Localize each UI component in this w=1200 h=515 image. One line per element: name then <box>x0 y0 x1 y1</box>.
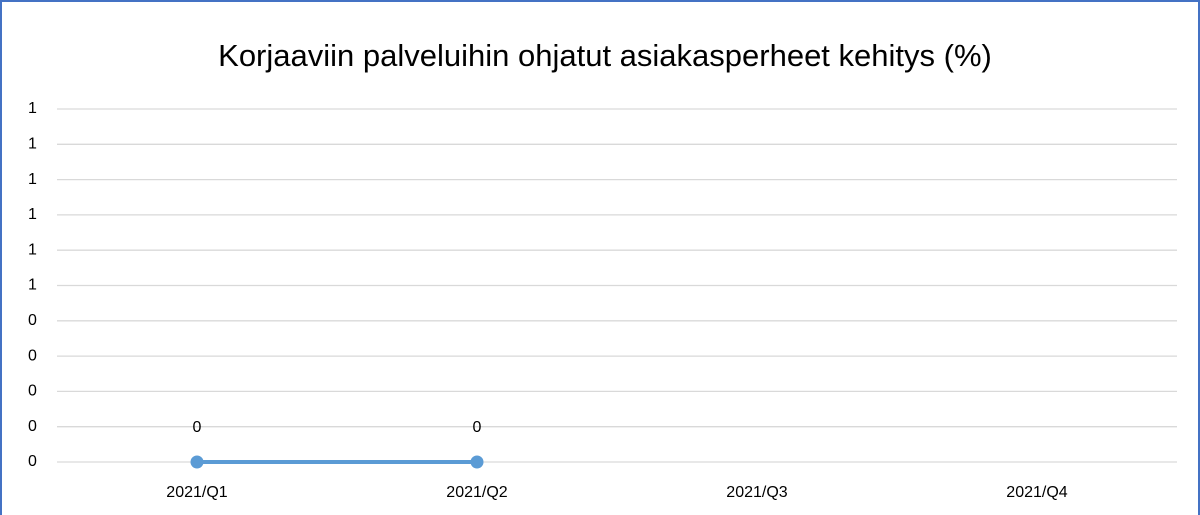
y-tick-label: 0 <box>28 383 37 400</box>
y-tick-label: 1 <box>28 100 37 117</box>
y-tick-label: 0 <box>28 347 37 364</box>
data-label: 0 <box>193 419 202 436</box>
x-tick-label: 2021/Q4 <box>1006 484 1067 501</box>
data-point <box>190 455 204 469</box>
y-tick-label: 1 <box>28 136 37 153</box>
y-tick-label: 0 <box>28 418 37 435</box>
y-tick-label: 0 <box>28 312 37 329</box>
y-tick-label: 1 <box>28 241 37 258</box>
data-point <box>470 455 484 469</box>
chart-title: Korjaaviin palveluihin ohjatut asiakaspe… <box>218 38 992 73</box>
y-tick-label: 1 <box>28 206 37 223</box>
y-tick-label: 0 <box>28 453 37 470</box>
data-label: 0 <box>473 419 482 436</box>
y-tick-label: 1 <box>28 277 37 294</box>
x-tick-label: 2021/Q2 <box>446 484 507 501</box>
x-tick-label: 2021/Q3 <box>726 484 787 501</box>
x-tick-label: 2021/Q1 <box>166 484 227 501</box>
y-tick-label: 1 <box>28 171 37 188</box>
